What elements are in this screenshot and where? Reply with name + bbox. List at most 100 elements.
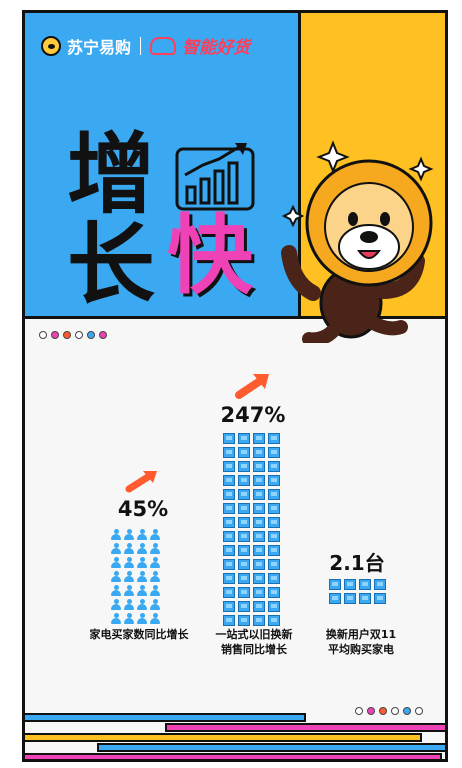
stat-3-label-line1: 换新用户双11 [325,628,397,641]
tv-icon [268,447,280,458]
stat-3-label: 换新用户双11 平均购买家电 [309,627,413,657]
headline-char-1: 增 [67,123,156,226]
person-icon [111,557,121,568]
tv-icon [223,503,235,514]
tv-icon [268,601,280,612]
tv-icon [238,587,250,598]
tv-icon [238,601,250,612]
dot [87,331,95,339]
tv-icon [253,587,265,598]
decor-dots-top [39,331,107,339]
tv-icon [238,545,250,556]
tv-icon [253,545,265,556]
dot [391,707,399,715]
brand-divider [140,36,142,55]
stat-3-label-line2: 平均购买家电 [328,643,394,656]
tv-icon [223,531,235,542]
poster-frame: 苏宁易购 智能好货 增 长 快 [22,10,448,762]
tv-icon [253,517,265,528]
person-icon [150,529,160,540]
person-icon [150,571,160,582]
tv-icon [238,475,250,486]
tv-icon [223,433,235,444]
stat-3-value: 2.1台 [329,551,385,575]
dot [379,707,387,715]
tv-icon [253,489,265,500]
tv-icon [223,615,235,626]
tv-icon [253,503,265,514]
dot [403,707,411,715]
trend-arrow-icon [235,374,269,399]
tv-icon [268,559,280,570]
person-icon [137,557,147,568]
dot [415,707,423,715]
person-icon [111,543,121,554]
decor-dots-bottom [355,707,423,715]
tv-icon [329,579,341,590]
person-icon [124,529,134,540]
person-icon [150,543,160,554]
tv-icon [223,545,235,556]
dot [75,331,83,339]
tv-icon [238,573,250,584]
dot [99,331,107,339]
suning-brand: 苏宁易购 [67,37,132,57]
dot [63,331,71,339]
tv-icon [253,475,265,486]
tv-icon [268,587,280,598]
tv-icon [268,489,280,500]
tv-icon [238,447,250,458]
person-icon [150,585,160,596]
tv-icon [253,531,265,542]
tv-icon [238,531,250,542]
tv-icon [268,517,280,528]
tv-icon [223,573,235,584]
tv-icon [253,573,265,584]
dot [355,707,363,715]
tv-icon [344,593,356,604]
person-icon [124,599,134,610]
tv-icon [359,593,371,604]
tv-icon [253,447,265,458]
person-icon [124,585,134,596]
tv-icon [268,461,280,472]
tv-icon [374,579,386,590]
stripe-yellow [25,733,422,742]
tv-icon [253,615,265,626]
tv-icon [223,447,235,458]
tv-icon [238,503,250,514]
tv-icon [223,587,235,598]
person-grid [111,529,160,624]
tv-icon [268,503,280,514]
tv-icon [238,517,250,528]
logo-row: 苏宁易购 智能好货 [41,33,250,58]
stripe-blue-2 [97,743,445,752]
sun-logo-icon [41,35,61,56]
tv-icon [223,517,235,528]
tv-icon [374,593,386,604]
tv-icon [238,489,250,500]
tv-icon [268,573,280,584]
tv-icon [268,531,280,542]
lion-mascot-icon [281,140,434,343]
tv-icon [223,475,235,486]
person-icon [124,571,134,582]
stripe-pink-2 [25,753,442,759]
tv-icon [238,433,250,444]
tv-icon [223,601,235,612]
tv-icon [268,433,280,444]
stat-2-label: 一站式以旧换新 销售同比增长 [201,627,307,657]
tv-icon [223,489,235,500]
tv-icon [268,615,280,626]
tv-icon [253,433,265,444]
person-icon [150,599,160,610]
stat-2-label-line2: 销售同比增长 [221,643,287,656]
person-icon [111,585,121,596]
person-icon [137,529,147,540]
tv-grid [329,579,386,604]
person-icon [137,599,147,610]
zhi-logo-icon [150,36,177,55]
tv-icon [359,579,371,590]
tv-icon [253,601,265,612]
person-icon [111,599,121,610]
